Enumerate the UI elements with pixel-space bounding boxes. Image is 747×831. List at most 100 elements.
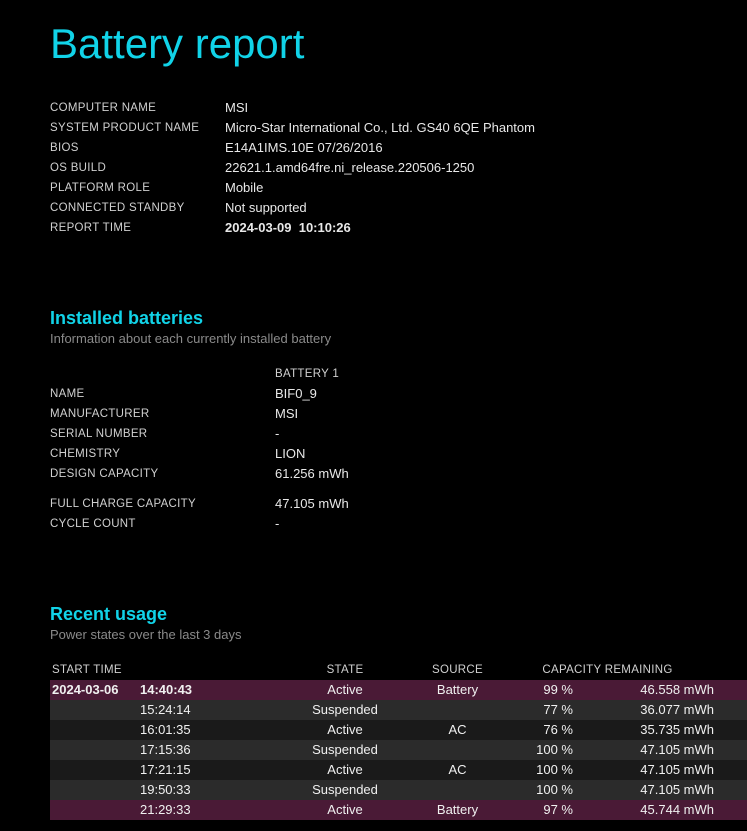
usage-row: 19:50:33Suspended100 %47.105 mWh bbox=[50, 780, 747, 800]
usage-header-source: SOURCE bbox=[420, 664, 495, 676]
usage-state: Active bbox=[270, 680, 420, 700]
usage-date bbox=[50, 740, 140, 760]
sysinfo-label: COMPUTER NAME bbox=[50, 98, 225, 118]
sysinfo-value: Not supported bbox=[225, 198, 307, 218]
usage-source: AC bbox=[420, 720, 495, 740]
sysinfo-row: COMPUTER NAMEMSI bbox=[50, 98, 747, 118]
usage-time: 19:50:33 bbox=[140, 780, 270, 800]
usage-time: 16:01:35 bbox=[140, 720, 270, 740]
battery-label: MANUFACTURER bbox=[50, 404, 275, 424]
usage-source: AC bbox=[420, 760, 495, 780]
usage-row: 17:15:36Suspended 100 %47.105 mWh bbox=[50, 740, 747, 760]
sysinfo-row: BIOSE14A1IMS.10E 07/26/2016 bbox=[50, 138, 747, 158]
batteries-subtitle: Information about each currently install… bbox=[50, 331, 747, 346]
sysinfo-value: 2024-03-09 10:10:26 bbox=[225, 218, 351, 238]
usage-source bbox=[420, 700, 495, 720]
battery-label: SERIAL NUMBER bbox=[50, 424, 275, 444]
battery-value: BIF0_9 bbox=[275, 384, 317, 404]
usage-time: 15:24:14 bbox=[140, 700, 270, 720]
system-info-table: COMPUTER NAMEMSISYSTEM PRODUCT NAMEMicro… bbox=[50, 98, 747, 238]
sysinfo-value: 22621.1.amd64fre.ni_release.220506-1250 bbox=[225, 158, 474, 178]
sysinfo-label: BIOS bbox=[50, 138, 225, 158]
usage-header-row: START TIME STATE SOURCE CAPACITY REMAINI… bbox=[50, 660, 747, 680]
sysinfo-label: SYSTEM PRODUCT NAME bbox=[50, 118, 225, 138]
sysinfo-row: SYSTEM PRODUCT NAMEMicro-Star Internatio… bbox=[50, 118, 747, 138]
usage-date bbox=[50, 800, 140, 820]
usage-state: Suspended bbox=[270, 700, 420, 720]
battery-row: MANUFACTURERMSI bbox=[50, 404, 747, 424]
usage-time: 17:15:36 bbox=[140, 740, 270, 760]
usage-time: 21:29:33 bbox=[140, 800, 270, 820]
battery-row: NAMEBIF0_9 bbox=[50, 384, 747, 404]
battery-row: CYCLE COUNT- bbox=[50, 514, 747, 534]
usage-capacity: 45.744 mWh bbox=[585, 800, 720, 820]
battery-row: SERIAL NUMBER- bbox=[50, 424, 747, 444]
usage-date bbox=[50, 780, 140, 800]
sysinfo-value: Micro-Star International Co., Ltd. GS40 … bbox=[225, 118, 535, 138]
usage-capacity: 35.735 mWh bbox=[585, 720, 720, 740]
usage-date bbox=[50, 760, 140, 780]
sysinfo-row: PLATFORM ROLEMobile bbox=[50, 178, 747, 198]
usage-date: 2024-03-06 bbox=[50, 680, 140, 700]
usage-percent: 97 % bbox=[495, 800, 585, 820]
usage-table: 2024-03-0614:40:43ActiveBattery99 %46.55… bbox=[50, 680, 747, 820]
battery-header-row: BATTERY 1 bbox=[50, 364, 747, 384]
usage-percent: 100 % bbox=[495, 740, 585, 760]
sysinfo-row: CONNECTED STANDBYNot supported bbox=[50, 198, 747, 218]
usage-state: Suspended bbox=[270, 780, 420, 800]
battery-column-header: BATTERY 1 bbox=[275, 364, 339, 384]
sysinfo-label: REPORT TIME bbox=[50, 218, 225, 238]
battery-value: LION bbox=[275, 444, 305, 464]
batteries-heading: Installed batteries bbox=[50, 308, 747, 329]
sysinfo-label: CONNECTED STANDBY bbox=[50, 198, 225, 218]
sysinfo-value: MSI bbox=[225, 98, 248, 118]
usage-percent: 77 % bbox=[495, 700, 585, 720]
usage-percent: 100 % bbox=[495, 760, 585, 780]
sysinfo-value: E14A1IMS.10E 07/26/2016 bbox=[225, 138, 383, 158]
usage-row: 17:21:15ActiveAC100 %47.105 mWh bbox=[50, 760, 747, 780]
usage-row: 21:29:33ActiveBattery97 %45.744 mWh bbox=[50, 800, 747, 820]
battery-row: CHEMISTRYLION bbox=[50, 444, 747, 464]
battery-row: FULL CHARGE CAPACITY47.105 mWh bbox=[50, 494, 747, 514]
usage-row: 16:01:35ActiveAC76 %35.735 mWh bbox=[50, 720, 747, 740]
usage-percent: 99 % bbox=[495, 680, 585, 700]
usage-header-state: STATE bbox=[270, 664, 420, 676]
batteries-table: BATTERY 1NAMEBIF0_9MANUFACTURERMSISERIAL… bbox=[50, 364, 747, 534]
sysinfo-row: OS BUILD22621.1.amd64fre.ni_release.2205… bbox=[50, 158, 747, 178]
usage-capacity: 47.105 mWh bbox=[585, 740, 720, 760]
battery-label: FULL CHARGE CAPACITY bbox=[50, 494, 275, 514]
usage-subtitle: Power states over the last 3 days bbox=[50, 627, 747, 642]
battery-label: CYCLE COUNT bbox=[50, 514, 275, 534]
battery-value: - bbox=[275, 514, 279, 534]
battery-value: - bbox=[275, 424, 279, 444]
usage-state: Suspended bbox=[270, 740, 420, 760]
usage-state: Active bbox=[270, 760, 420, 780]
battery-label: CHEMISTRY bbox=[50, 444, 275, 464]
usage-capacity: 46.558 mWh bbox=[585, 680, 720, 700]
usage-percent: 76 % bbox=[495, 720, 585, 740]
page-title: Battery report bbox=[50, 20, 747, 68]
battery-row: DESIGN CAPACITY61.256 mWh bbox=[50, 464, 747, 484]
usage-source: Battery bbox=[420, 680, 495, 700]
usage-header-remaining: CAPACITY REMAINING bbox=[495, 664, 720, 676]
usage-heading: Recent usage bbox=[50, 604, 747, 625]
sysinfo-label: PLATFORM ROLE bbox=[50, 178, 225, 198]
usage-capacity: 47.105 mWh bbox=[585, 760, 720, 780]
battery-value: MSI bbox=[275, 404, 298, 424]
usage-state: Active bbox=[270, 800, 420, 820]
usage-source: Battery bbox=[420, 800, 495, 820]
battery-value: 61.256 mWh bbox=[275, 464, 349, 484]
sysinfo-row: REPORT TIME2024-03-09 10:10:26 bbox=[50, 218, 747, 238]
usage-state: Active bbox=[270, 720, 420, 740]
usage-time: 17:21:15 bbox=[140, 760, 270, 780]
usage-header-start: START TIME bbox=[50, 664, 140, 676]
usage-capacity: 36.077 mWh bbox=[585, 700, 720, 720]
battery-value: 47.105 mWh bbox=[275, 494, 349, 514]
usage-source bbox=[420, 740, 495, 760]
usage-capacity: 47.105 mWh bbox=[585, 780, 720, 800]
battery-label: DESIGN CAPACITY bbox=[50, 464, 275, 484]
usage-row: 2024-03-0614:40:43ActiveBattery99 %46.55… bbox=[50, 680, 747, 700]
usage-row: 15:24:14Suspended 77 %36.077 mWh bbox=[50, 700, 747, 720]
sysinfo-value: Mobile bbox=[225, 178, 263, 198]
usage-date bbox=[50, 700, 140, 720]
